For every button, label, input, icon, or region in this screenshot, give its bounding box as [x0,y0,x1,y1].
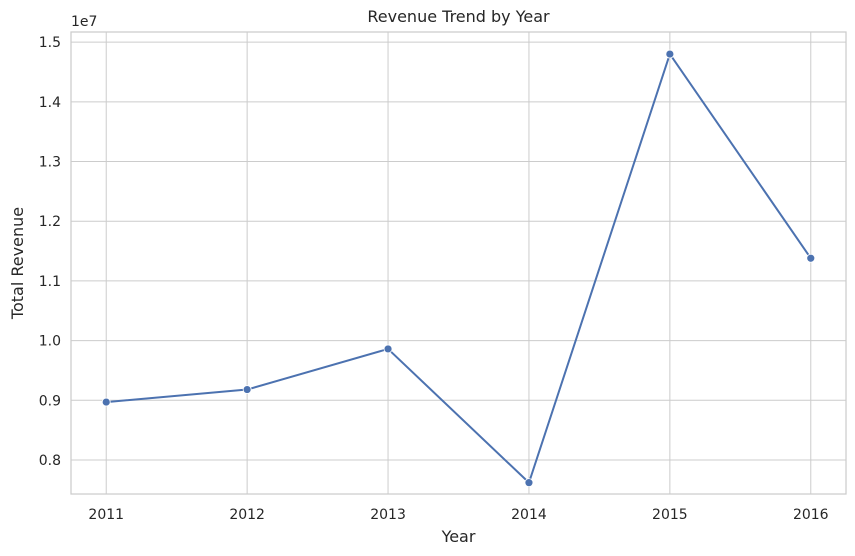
data-point [242,385,252,394]
x-tick-label: 2015 [652,507,688,523]
x-tick-label: 2014 [511,507,547,523]
y-tick-label: 1.5 [39,35,61,51]
x-tick-label: 2016 [793,507,829,523]
y-tick-label: 1.3 [39,155,61,171]
data-point [383,344,393,354]
data-point [101,397,111,407]
x-axis-label: Year [441,527,476,546]
y-axis-label: Total Revenue [8,207,27,320]
x-tick-label: 2011 [88,507,124,523]
data-point [665,49,675,59]
y-tick-label: 1.1 [39,274,61,290]
y-tick-label: 0.9 [39,393,61,409]
y-tick-label: 0.8 [39,453,61,469]
x-tick-label: 2013 [370,507,406,523]
y-axis-ticks: 0.8 0.9 1.0 1.1 1.2 1.3 1.4 1.5 [39,35,61,469]
x-axis-ticks: 2011 2012 2013 2014 2015 2016 [88,507,828,523]
y-tick-label: 1.4 [39,95,61,111]
series-line [106,53,812,484]
plot-area-frame [70,31,847,495]
y-tick-label: 1.0 [39,334,61,350]
series-layer [101,49,816,488]
y-axis-offset-label: 1e7 [71,14,97,30]
data-point [524,478,534,488]
chart-title: Revenue Trend by Year [367,7,550,26]
grid-lines [71,32,846,494]
data-point [806,253,816,263]
x-tick-label: 2012 [229,507,265,523]
y-tick-label: 1.2 [39,214,61,230]
